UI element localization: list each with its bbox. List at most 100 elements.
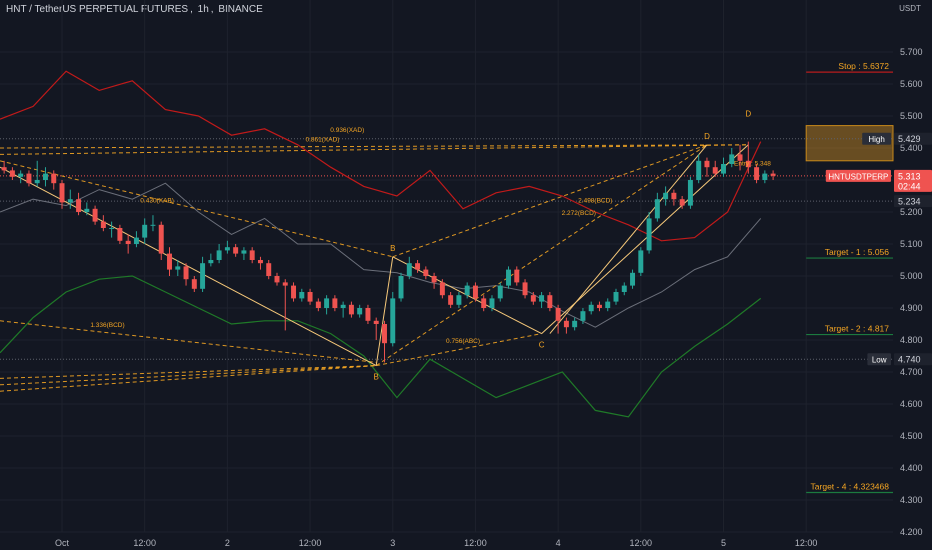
candle-body bbox=[663, 192, 669, 200]
candle-body bbox=[762, 173, 768, 180]
x-tick-label: 4 bbox=[556, 538, 561, 548]
x-tick-label: 2 bbox=[225, 538, 230, 548]
candle-body bbox=[291, 285, 297, 299]
price-tag-value: 5.313 bbox=[898, 171, 921, 181]
pattern-point-label: B bbox=[390, 244, 395, 253]
pattern-dashed-line bbox=[376, 333, 542, 367]
gray-indicator-line bbox=[0, 182, 762, 328]
price-tag-box bbox=[894, 169, 932, 192]
price-tag-label: High bbox=[868, 135, 884, 144]
y-tick-label: 4.700 bbox=[900, 367, 923, 377]
pattern-ratio-label: 1.336(BCD) bbox=[90, 322, 124, 329]
y-tick-label: 4.900 bbox=[900, 303, 923, 313]
pattern-ratio-label: 0.430(XAB) bbox=[140, 197, 174, 204]
target-level-label: Target - 2 : 4.817 bbox=[825, 324, 890, 334]
candle-body bbox=[398, 276, 404, 299]
x-tick-label: 5 bbox=[721, 538, 726, 548]
candle-body bbox=[125, 240, 131, 244]
currency-label: USDT bbox=[899, 4, 921, 13]
candle-body bbox=[84, 208, 90, 212]
pattern-ratio-label: 0.936(XAD) bbox=[330, 127, 364, 134]
y-tick-label: 4.400 bbox=[900, 463, 923, 473]
y-tick-label: 5.200 bbox=[900, 207, 923, 217]
candle-body bbox=[439, 282, 445, 296]
candle-body bbox=[175, 266, 181, 270]
green-indicator-line bbox=[0, 275, 762, 418]
candle-body bbox=[770, 173, 776, 176]
candle-body bbox=[729, 154, 735, 164]
pattern-leg-line bbox=[549, 144, 708, 334]
y-tick-label: 4.200 bbox=[900, 527, 923, 537]
y-tick-label: 5.000 bbox=[900, 271, 923, 281]
pattern-point-label: D bbox=[704, 132, 710, 141]
candle-body bbox=[671, 192, 677, 200]
pattern-point-label: C bbox=[539, 341, 545, 350]
candle-body bbox=[605, 301, 611, 308]
pattern-point-label: D bbox=[745, 109, 751, 118]
candle-body bbox=[109, 228, 115, 229]
x-tick-label: 12:00 bbox=[464, 538, 487, 548]
price-tag-value: 5.429 bbox=[898, 134, 921, 144]
pattern-ratio-label: 0.861(XAD) bbox=[305, 137, 339, 144]
red-indicator-line bbox=[0, 70, 762, 242]
candle-body bbox=[572, 320, 578, 328]
y-tick-label: 4.800 bbox=[900, 335, 923, 345]
pattern-dashed-line bbox=[375, 144, 708, 367]
x-tick-label: 12:00 bbox=[299, 538, 322, 548]
interval-label: 1h bbox=[197, 4, 209, 15]
price-tag-value: 4.740 bbox=[898, 355, 921, 365]
candle-body bbox=[274, 276, 280, 283]
price-tag-label-box bbox=[862, 132, 891, 145]
target-level-label: Target - 4 : 4.323468 bbox=[811, 481, 890, 491]
pattern-leg-line bbox=[375, 256, 394, 366]
pattern-dashed-line bbox=[0, 144, 749, 149]
pattern-ratio-label: 0.756(ABC) bbox=[446, 338, 480, 345]
price-tag-value: 5.234 bbox=[898, 197, 921, 207]
x-tick-label: 12:00 bbox=[133, 538, 156, 548]
candle-body bbox=[423, 269, 429, 276]
candle-body bbox=[76, 199, 82, 212]
price-tag-box bbox=[894, 353, 932, 366]
candle-body bbox=[481, 298, 487, 308]
candle-body bbox=[431, 276, 437, 283]
candle-body bbox=[191, 279, 197, 289]
candle-body bbox=[646, 218, 652, 251]
candle-body bbox=[42, 173, 48, 180]
y-tick-label: 5.400 bbox=[900, 143, 923, 153]
candle-body bbox=[522, 282, 528, 296]
candle-body bbox=[208, 260, 214, 264]
pattern-dashed-line bbox=[0, 144, 749, 155]
candle-body bbox=[630, 272, 636, 286]
candle-body bbox=[580, 311, 586, 321]
candle-body bbox=[506, 269, 511, 286]
y-tick-label: 5.700 bbox=[900, 47, 923, 57]
candle-body bbox=[307, 292, 313, 302]
y-tick-label: 4.300 bbox=[900, 495, 923, 505]
price-tag-countdown: 02:44 bbox=[898, 181, 921, 191]
candle-body bbox=[233, 247, 239, 254]
candle-body bbox=[679, 199, 685, 206]
candle-body bbox=[241, 250, 247, 254]
candle-body bbox=[596, 304, 602, 308]
candle-body bbox=[324, 298, 330, 308]
candle-body bbox=[415, 263, 421, 270]
candle-body bbox=[158, 224, 164, 254]
exchange-label: BINANCE bbox=[218, 4, 263, 15]
y-tick-label: 5.100 bbox=[900, 239, 923, 249]
chart-title: HNT / TetherUS PERPETUAL FUTURES, 1h, BI… bbox=[6, 4, 263, 15]
candle-body bbox=[299, 292, 305, 299]
candle-body bbox=[588, 304, 594, 312]
y-tick-label: 5.500 bbox=[900, 111, 923, 121]
stop-level-label: Stop : 5.6372 bbox=[838, 61, 889, 71]
candle-body bbox=[167, 253, 172, 270]
pattern-ratio-label: 2.272(BCD) bbox=[562, 210, 596, 217]
candle-body bbox=[357, 308, 363, 315]
candle-body bbox=[150, 224, 156, 226]
candle-body bbox=[390, 298, 396, 344]
candle-body bbox=[249, 250, 255, 260]
pattern-ratio-label: 2.498(BCD) bbox=[578, 197, 612, 204]
price-tag-label: Low bbox=[872, 356, 887, 365]
candle-body bbox=[489, 298, 495, 308]
y-tick-label: 4.500 bbox=[900, 431, 923, 441]
